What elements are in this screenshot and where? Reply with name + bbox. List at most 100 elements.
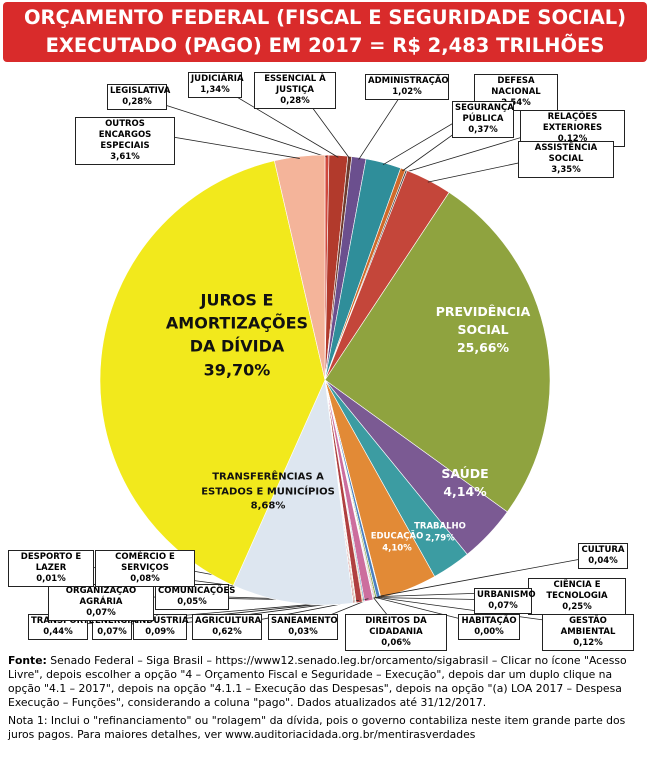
label-box: DIREITOS DA CIDADANIA 0,06% [345, 614, 447, 651]
label-box: COMÉRCIO E SERVIÇOS 0,08% [95, 550, 195, 587]
chart-title: ORÇAMENTO FEDERAL (FISCAL E SEGURIDADE S… [23, 6, 627, 29]
value-label: 4,10% [382, 544, 412, 554]
category-label: ASSISTÊNCIA SOCIAL [534, 143, 598, 164]
label-box: DESPORTO E LAZER 0,01% [8, 550, 94, 587]
value-label: 0,08% [130, 574, 160, 584]
value-label: 25,66% [456, 340, 510, 356]
slice-label: TRABALHO 2,79% [410, 521, 470, 546]
value-label: 0,28% [122, 97, 152, 107]
category-label: DIREITOS DA CIDADANIA [365, 616, 427, 637]
category-label: PREVIDÊNCIA SOCIAL [435, 303, 531, 337]
category-label: HABITAÇÃO [461, 616, 517, 626]
label-box: JUDICIÁRIA 1,34% [188, 72, 244, 98]
category-label: ENERGIA [95, 616, 137, 626]
label-box: ESSENCIAL À JUSTIÇA 0,28% [254, 72, 336, 109]
value-label: 0,04% [588, 556, 618, 566]
label-box: HABITAÇÃO 0,00% [458, 614, 520, 640]
source-text: Senado Federal – Siga Brasil – https://w… [8, 654, 627, 709]
value-label: 0,03% [288, 627, 318, 637]
slice-label: JUROS E AMORTIZAÇÕES DA DÍVIDA 39,70% [162, 289, 312, 382]
pie-slice [232, 378, 354, 606]
label-box: ORGANIZAÇÃO AGRÁRIA 0,07% [48, 584, 154, 621]
value-label: 0,44% [43, 627, 73, 637]
value-label: 0,05% [177, 597, 207, 607]
chart-subtitle: EXECUTADO (PAGO) EM 2017 = R$ 2,483 TRIL… [45, 34, 605, 57]
slice-label: PREVIDÊNCIA SOCIAL 25,66% [423, 303, 543, 357]
label-box: AGRICULTURA 0,62% [192, 614, 262, 640]
category-label: SAÚDE [441, 465, 489, 481]
value-label: 39,70% [203, 360, 271, 380]
value-label: 1,34% [200, 85, 230, 95]
category-label: JUROS E AMORTIZAÇÕES DA DÍVIDA [165, 290, 309, 356]
value-label: 8,68% [250, 500, 286, 512]
category-label: LEGISLATIVA [110, 86, 171, 96]
category-label: ADMINISTRAÇÃO [368, 76, 449, 86]
leader-line [380, 554, 604, 597]
category-label: DESPORTO E LAZER [20, 552, 82, 573]
note: Nota 1: Inclui o "refinanciamento" ou "r… [8, 714, 626, 741]
title-banner: ORÇAMENTO FEDERAL (FISCAL E SEGURIDADE S… [3, 2, 647, 62]
category-label: SEGURANÇA PÚBLICA [455, 103, 514, 124]
leader-line [136, 95, 328, 158]
category-label: URBANISMO [477, 590, 536, 600]
value-label: 0,07% [488, 601, 518, 611]
pie-slice [324, 191, 551, 513]
category-label: JUDICIÁRIA [191, 74, 244, 84]
value-label: 0,12% [557, 134, 588, 144]
category-label: DEFESA NACIONAL [491, 76, 541, 97]
chart [50, 83, 604, 627]
value-label: 0,09% [145, 627, 175, 637]
category-label: TRANSFERÊNCIAS A ESTADOS E MUNICÍPIOS [201, 471, 335, 497]
label-box: COMUNICAÇÕES 0,05% [155, 584, 236, 610]
category-label: RELAÇÕES EXTERIORES [542, 112, 603, 133]
category-label: OUTROS ENCARGOS ESPECIAIS [98, 119, 152, 151]
category-label: SANEAMENTO [271, 616, 338, 626]
category-label: COMÉRCIO E SERVIÇOS [115, 552, 175, 573]
slice-label: SAÚDE 4,14% [425, 465, 505, 501]
category-label: COMUNICAÇÕES [158, 586, 236, 596]
label-box: ADMINISTRAÇÃO 1,02% [365, 74, 449, 100]
value-label: 0,25% [562, 602, 592, 612]
category-label: GESTÃO AMBIENTAL [560, 616, 616, 637]
value-label: 2,54% [501, 98, 531, 108]
value-label: 0,12% [573, 638, 603, 648]
label-box: ASSISTÊNCIA SOCIAL 3,35% [518, 141, 614, 178]
category-label: AGRICULTURA [195, 616, 262, 626]
category-label: INDÚSTRIA [136, 616, 189, 626]
label-box: LEGISLATIVA 0,28% [107, 84, 171, 110]
value-label: 4,14% [443, 484, 487, 499]
pie-slice [274, 154, 326, 381]
label-box: OUTROS ENCARGOS ESPECIAIS 3,61% [75, 117, 175, 165]
label-box: SEGURANÇA PÚBLICA 0,37% [452, 101, 514, 138]
value-label: 0,00% [474, 627, 504, 637]
category-label: EDUCAÇÃO [370, 531, 424, 542]
value-label: 0,01% [36, 574, 66, 584]
category-label: TRANSPORTE [31, 616, 95, 626]
pie-slice [99, 160, 326, 586]
value-label: 0,07% [86, 608, 116, 618]
slice-label: TRANSFERÊNCIAS A ESTADOS E MUNICÍPIOS 8,6… [188, 470, 348, 514]
value-label: 2,79% [425, 534, 455, 544]
label-box: URBANISMO 0,07% [474, 588, 536, 614]
label-box: GESTÃO AMBIENTAL 0,12% [542, 614, 634, 651]
source-label: Fonte: [8, 654, 47, 667]
value-label: 0,06% [381, 638, 411, 648]
category-label: CIÊNCIA E TECNOLOGIA [546, 580, 608, 601]
category-label: TRABALHO [414, 521, 466, 532]
category-label: ESSENCIAL À JUSTIÇA [264, 74, 326, 95]
label-box: SANEAMENTO 0,03% [268, 614, 338, 640]
value-label: 1,02% [392, 87, 422, 97]
value-label: 0,28% [280, 96, 310, 106]
label-box: CULTURA 0,04% [578, 543, 628, 569]
value-label: 0,62% [212, 627, 242, 637]
source: Fonte: Senado Federal – Siga Brasil – ht… [8, 654, 644, 710]
value-label: 3,35% [551, 165, 581, 175]
value-label: 0,07% [97, 627, 127, 637]
category-label: ORGANIZAÇÃO AGRÁRIA [65, 586, 137, 607]
value-label: 0,37% [468, 125, 498, 135]
label-box: CIÊNCIA E TECNOLOGIA 0,25% [528, 578, 626, 615]
slice-label: EDUCAÇÃO 4,10% [367, 531, 427, 556]
category-label: CULTURA [581, 545, 625, 555]
value-label: 3,61% [110, 152, 140, 162]
